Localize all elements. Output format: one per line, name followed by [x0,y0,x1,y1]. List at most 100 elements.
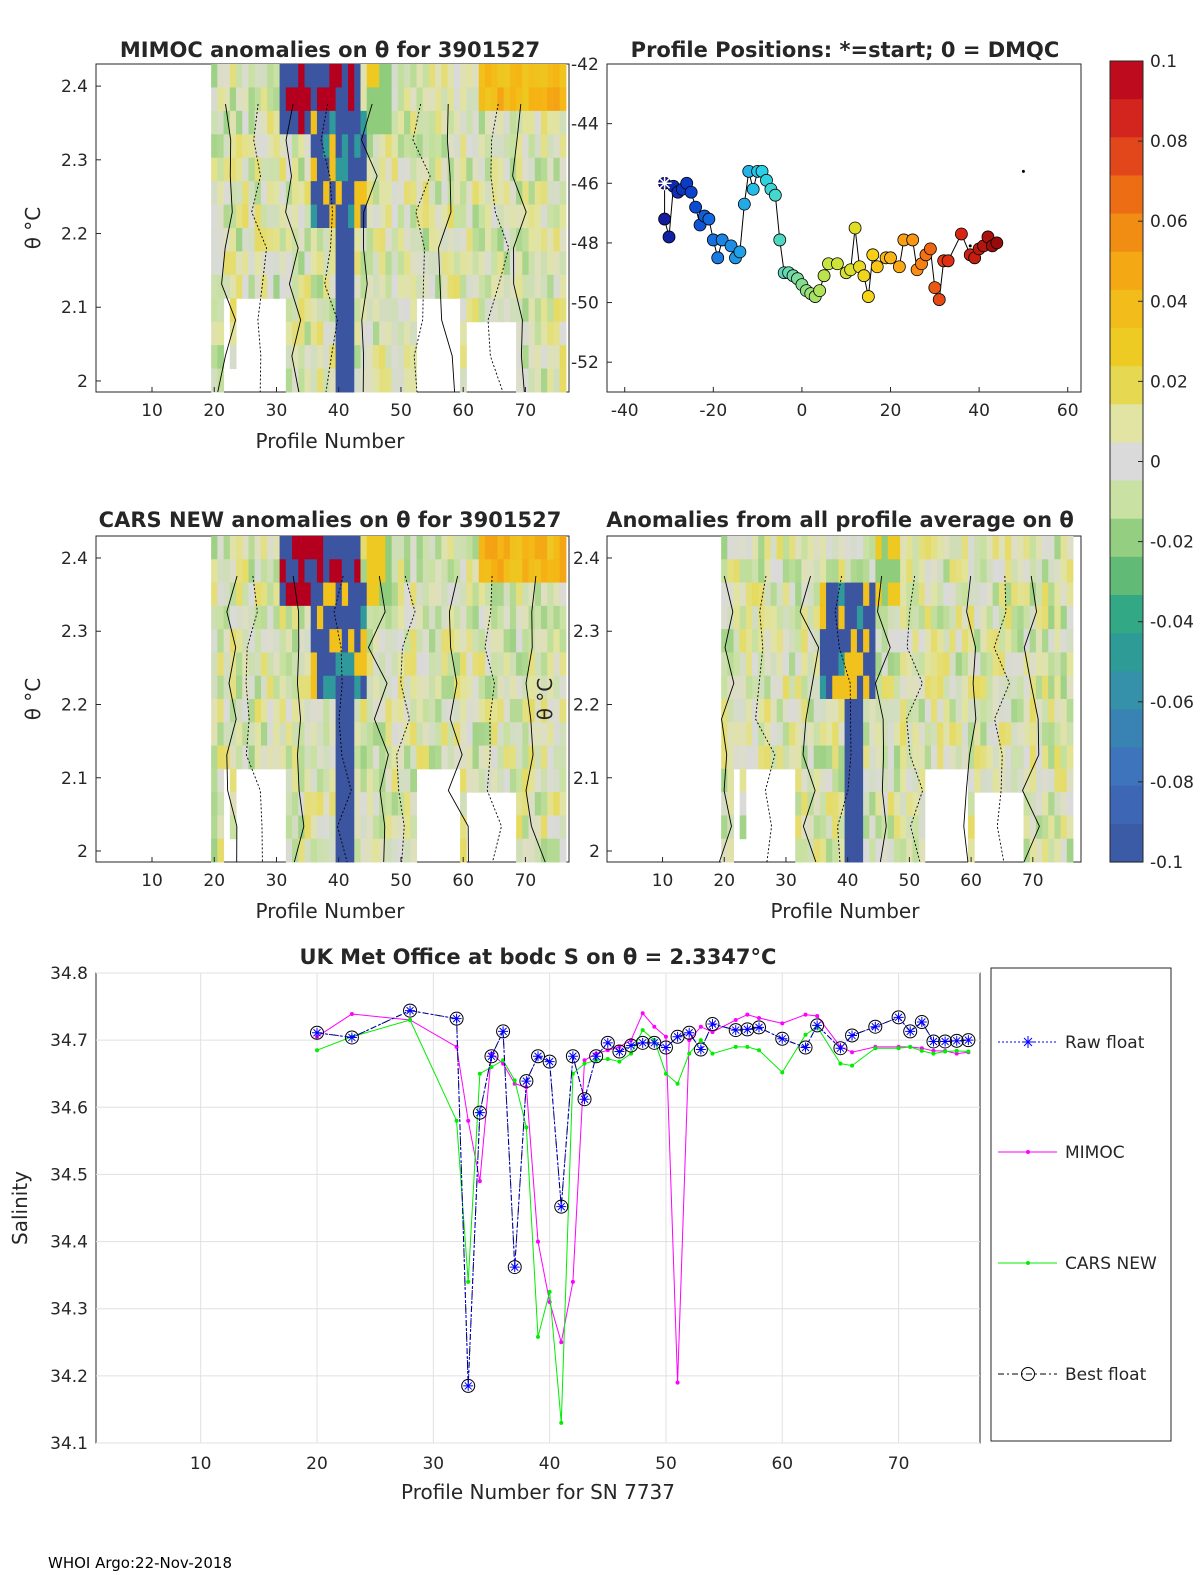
heatmap-cell [441,228,449,252]
heatmap-cell [484,675,492,700]
heatmap-cell [304,675,312,700]
heatmap-cell [360,629,368,653]
heatmap-cell [341,605,349,630]
heatmap-cell [850,838,858,863]
heatmap-cell [391,64,399,88]
data-point [589,1049,604,1064]
heatmap-cell [366,321,374,346]
heatmap-cell [391,368,399,393]
heatmap-cell [484,64,492,88]
heatmap-cell [547,536,554,560]
heatmap-cell [819,582,827,607]
y-tick-label: 34.6 [50,1098,88,1118]
heatmap-cell [428,64,436,88]
heatmap-cell [329,274,337,299]
heatmap-cell [267,181,274,206]
heatmap-cell [260,699,268,723]
heatmap-cell [478,298,486,323]
heatmap-cell [335,675,343,700]
heatmap-cell [992,745,1000,770]
heatmap-cell [522,274,530,299]
heatmap-cell [503,298,511,323]
heatmap-cell [844,815,852,840]
heatmap-cell [229,559,237,584]
heatmap-cell [447,274,455,299]
heatmap-cell [838,768,846,793]
heatmap-cell [217,792,225,816]
data-point [733,1018,738,1022]
heatmap-cell [466,204,474,229]
heatmap-cell [974,536,981,560]
heatmap-cell [509,298,517,323]
heatmap-cell [248,559,256,584]
heatmap-cell [540,134,548,159]
heatmap-cell [229,157,237,182]
heatmap-cell [478,110,486,135]
heatmap-cell [242,228,249,252]
heatmap-cell [1029,675,1037,700]
heatmap-cell [930,675,938,700]
heatmap-cell [285,204,293,229]
heatmap-cell [428,181,436,206]
heatmap-cell [826,722,833,747]
heatmap-cell [813,652,821,677]
heatmap-cell [553,792,561,816]
heatmap-cell [273,228,281,252]
heatmap-cell [764,559,772,584]
heatmap-cell [298,368,305,393]
heatmap-cell [335,745,343,770]
heatmap-cell [466,559,474,584]
heatmap-cell [410,675,418,700]
heatmap-cell [497,629,505,653]
heatmap-cell [980,629,988,653]
contour-line [993,575,1010,863]
heatmap-cell [279,652,287,677]
heatmap-cell [491,536,498,560]
heatmap-cell [267,251,274,276]
heatmap-cell [813,582,821,607]
heatmap-cell [918,815,926,840]
colorbar-swatch [1110,251,1143,291]
heatmap-cell [559,134,567,159]
heatmap-cell [379,722,386,747]
heatmap-cell [348,536,355,560]
heatmap-cell [974,582,981,607]
heatmap-cell [217,134,225,159]
data-point [605,1056,610,1061]
heatmap-cell [547,699,554,723]
heatmap-cell [856,675,864,700]
heatmap-cell [832,629,839,653]
heatmap-cell [298,675,305,700]
heatmap-cell [323,87,330,112]
heatmap-cell [540,559,548,584]
heatmap-cell [385,815,393,840]
heatmap-cell [1060,675,1068,700]
heatmap-cell [242,582,249,607]
heatmap-cell [906,815,913,840]
heatmap-cell [304,699,312,723]
heatmap-cell [832,745,839,770]
profile-position-marker [954,227,968,241]
heatmap-cell [1005,768,1012,793]
heatmap-cell [1005,745,1012,770]
heatmap-cell [260,745,268,770]
heatmap-cell [354,536,362,560]
heatmap-cell [298,181,305,206]
heatmap-cell [869,838,876,863]
profile-position-marker [684,185,698,199]
heatmap-cell [1060,745,1068,770]
heatmap-cell [887,652,895,677]
heatmap-cell [534,157,542,182]
heatmap-cell [1023,536,1031,560]
heatmap-cell [428,745,436,770]
heatmap-cell [379,228,386,252]
heatmap-cell [875,838,883,863]
heatmap-cell [260,181,268,206]
heatmap-cell [310,345,318,370]
heatmap-cell [348,559,355,584]
heatmap-cell [900,605,907,630]
x-tick-label: 30 [422,1454,444,1474]
heatmap-cell [441,134,449,159]
heatmap-cell [912,768,920,793]
heatmap-cell [211,675,218,700]
